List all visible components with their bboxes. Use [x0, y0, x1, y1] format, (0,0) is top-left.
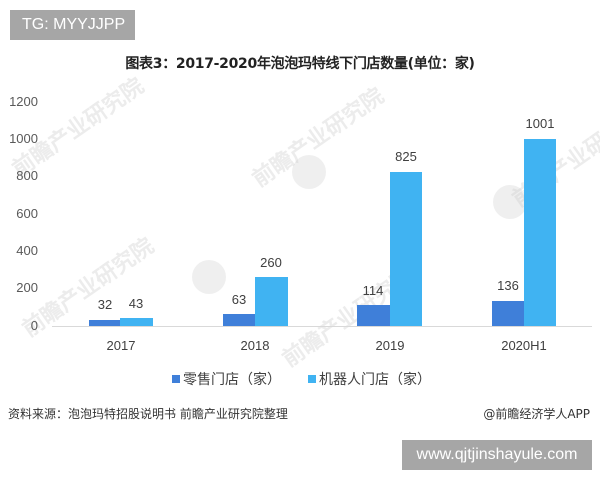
- y-tick: 400: [16, 243, 38, 258]
- y-tick: 0: [30, 318, 38, 333]
- x-axis-line: [52, 326, 592, 327]
- bar-label: 43: [128, 296, 144, 311]
- y-tick: 1000: [9, 131, 38, 146]
- bar-label: 114: [362, 283, 384, 298]
- bar-robot-2019: [390, 172, 422, 326]
- source-note: 资料来源：泡泡玛特招股说明书 前瞻产业研究院整理: [8, 407, 288, 421]
- bar-retail-2019: [357, 305, 390, 326]
- y-tick: 1200: [9, 94, 38, 109]
- bar-robot-2017: [120, 318, 153, 326]
- y-tick: 800: [16, 168, 38, 183]
- bar-label: 260: [260, 255, 282, 270]
- bar-retail-2017: [89, 320, 120, 326]
- y-tick: 200: [16, 280, 38, 295]
- bar-label: 825: [395, 149, 417, 164]
- y-tick: 600: [16, 206, 38, 221]
- x-tick: 2018: [240, 338, 270, 353]
- x-tick: 2019: [375, 338, 405, 353]
- bar-robot-2020h1: [524, 139, 556, 326]
- bar-robot-2018: [255, 277, 288, 326]
- bar-retail-2020h1: [492, 301, 524, 326]
- legend-item-robot: 机器人门店（家）: [308, 369, 431, 389]
- bar-label: 63: [231, 292, 247, 307]
- legend-swatch-icon: [172, 375, 180, 383]
- x-tick: 2020H1: [501, 338, 547, 353]
- bar-label: 32: [97, 297, 113, 312]
- bar-label: 1001: [525, 116, 555, 131]
- legend-swatch-icon: [308, 375, 316, 383]
- legend-item-retail: 零售门店（家）: [172, 369, 281, 389]
- bar-label: 136: [497, 278, 519, 293]
- bar-retail-2018: [223, 314, 255, 326]
- chart-title: 图表3：2017-2020年泡泡玛特线下门店数量(单位：家): [125, 56, 475, 72]
- url-badge: www.qjtjinshayule.com: [402, 440, 592, 470]
- legend-label: 机器人门店（家）: [319, 372, 431, 388]
- tg-badge: TG: MYYJJPP: [10, 10, 135, 40]
- x-tick: 2017: [106, 338, 136, 353]
- legend-label: 零售门店（家）: [183, 372, 281, 388]
- chart-legend: 零售门店（家） 机器人门店（家）: [0, 369, 600, 389]
- credit-note: @前瞻经济学人APP: [483, 407, 590, 421]
